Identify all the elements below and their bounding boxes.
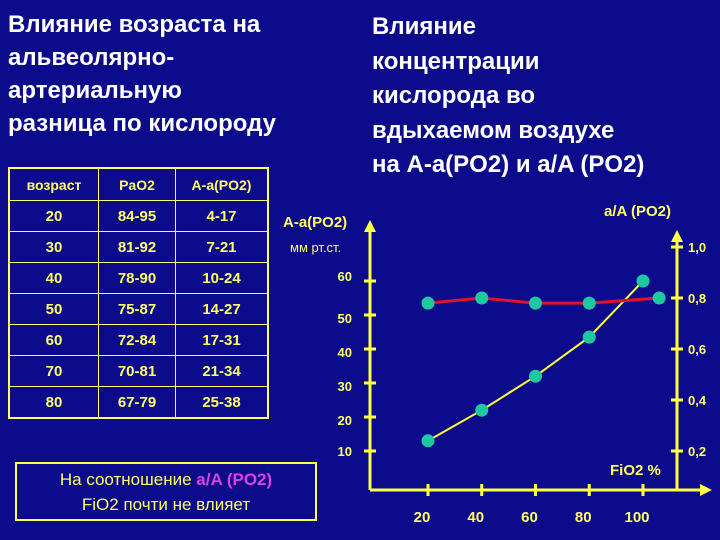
- table-cell: 4-17: [175, 200, 269, 232]
- table-cell: 20: [8, 200, 99, 232]
- right-axis-label: a/A (PO2): [604, 203, 671, 220]
- table-row: 50 75-87 14-27: [8, 293, 269, 325]
- aA-line: [427, 296, 660, 305]
- x-axis-arrow: [700, 484, 712, 496]
- left-tick-label: 60: [338, 269, 352, 284]
- table-cell: 21-34: [175, 355, 269, 387]
- aA-point: [475, 291, 489, 305]
- table-header: возраст PaO2 A-a(PO2): [8, 167, 269, 201]
- table-row: 80 67-79 25-38: [8, 386, 269, 419]
- table-cell: 50: [8, 293, 99, 325]
- table-cell: 67-79: [98, 386, 176, 419]
- table-cell: 70-81: [98, 355, 176, 387]
- table-cell: 84-95: [98, 200, 176, 232]
- left-tick-label: 50: [338, 311, 352, 326]
- table-row: 40 78-90 10-24: [8, 262, 269, 294]
- left-tick-label: 10: [338, 444, 352, 459]
- right-tick-label: 1,0: [688, 240, 706, 255]
- Aa-point: [582, 330, 596, 344]
- note-highlight: a/A (PO2): [196, 470, 273, 489]
- table-cell: 10-24: [175, 262, 269, 294]
- right-tick-label: 0,6: [688, 342, 706, 357]
- left-axis-label: A-a(PO2): [283, 214, 348, 231]
- note-line2: FiO2 почти не влияет: [81, 495, 251, 514]
- aA-point: [582, 296, 596, 310]
- x-tick-label: 60: [521, 509, 538, 526]
- x-tick-label: 100: [624, 509, 649, 526]
- aA-point: [529, 296, 542, 310]
- aA-point: [421, 296, 435, 310]
- column-header: возраст: [8, 167, 99, 201]
- table-row: 30 81-92 7-21: [8, 231, 269, 263]
- table-cell: 25-38: [175, 386, 269, 419]
- x-axis-label: FiO2 %: [610, 462, 661, 479]
- table-cell: 75-87: [98, 293, 176, 325]
- table-cell: 81-92: [98, 231, 176, 263]
- right-title: Влияние концентрации кислорода во вдыхае…: [372, 13, 645, 178]
- column-header: PaO2: [98, 167, 176, 201]
- left-tick-label: 20: [338, 413, 352, 428]
- age-table: возраст PaO2 A-a(PO2) 20 84-95 4-17 30 81-92 7-…: [8, 167, 269, 419]
- column-header: A-a(PO2): [175, 167, 269, 201]
- note-text: На соотношение: [59, 470, 197, 489]
- table-cell: 7-21: [175, 231, 269, 263]
- left-axis-arrow: [364, 220, 376, 232]
- right-axis-arrow: [671, 230, 683, 242]
- left-title: Влияние возраста на альвеолярно- артериа…: [8, 11, 276, 137]
- aA-point: [652, 291, 666, 305]
- Aa-point: [636, 274, 650, 288]
- table-cell: 30: [8, 231, 99, 263]
- right-tick-label: 0,8: [688, 291, 706, 306]
- x-tick-label: 40: [467, 509, 484, 526]
- left-tick-label: 40: [338, 345, 352, 360]
- table-cell: 78-90: [98, 262, 176, 294]
- table-cell: 70: [8, 355, 99, 387]
- right-tick-label: 0,2: [688, 444, 706, 459]
- right-tick-label: 0,4: [688, 393, 707, 408]
- Aa-point: [475, 403, 489, 417]
- left-tick-label: 30: [338, 379, 352, 394]
- note-box: На соотношение a/A (PO2) FiO2 почти не в…: [15, 462, 317, 521]
- table-cell: 17-31: [175, 324, 269, 356]
- x-tick-label: 20: [414, 509, 431, 526]
- Aa-point: [421, 434, 435, 448]
- left-axis-unit: мм рт.ст.: [290, 240, 342, 255]
- table-row: 20 84-95 4-17: [8, 200, 269, 232]
- Aa-point: [529, 369, 542, 383]
- table-cell: 80: [8, 386, 99, 419]
- table-row: 70 70-81 21-34: [8, 355, 269, 387]
- x-tick-label: 80: [575, 509, 592, 526]
